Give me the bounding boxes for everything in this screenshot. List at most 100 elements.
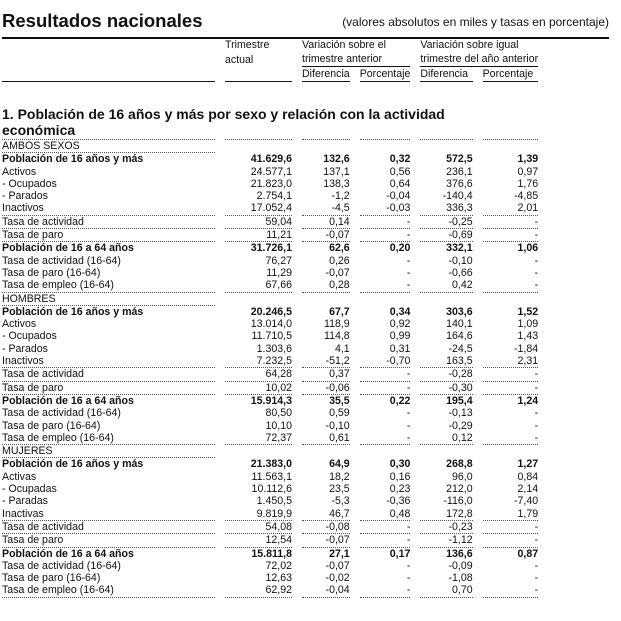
col-prev-year-line2: trimestre del año anterior [420, 53, 539, 67]
cell-value: -0,07 [325, 266, 350, 279]
cell-value: 0,61 [302, 432, 350, 446]
cell-value: -0,07 [325, 559, 350, 572]
cell-value: 164,6 [446, 330, 473, 343]
cell-value: 332,1 [446, 242, 473, 255]
row-label: - Paradas [2, 495, 48, 508]
cell-value: -0,13 [448, 407, 473, 420]
cell-value: -0,23 [420, 521, 473, 535]
cell-value: - [359, 521, 411, 535]
row-label: Población de 16 a 64 años [2, 547, 134, 560]
group-header: MUJERES [2, 445, 538, 459]
row-label: Tasa de actividad [2, 368, 215, 382]
cell-value: 140,1 [446, 318, 473, 331]
cell-value: 64,9 [329, 458, 350, 471]
table-row: Tasa de paro 12,54 -0,07- -1,12- [2, 534, 539, 548]
cell-value: - [482, 521, 539, 535]
cell-value: -0,07 [302, 229, 350, 243]
cell-value: 41.629,6 [250, 153, 292, 166]
cell-value: 336,3 [420, 202, 473, 216]
row-label: Tasa de paro (16-64) [2, 572, 101, 585]
table-row: Tasa de actividad 64,28 0,37- -0,28- [2, 368, 539, 382]
cell-value: 0,87 [517, 547, 539, 560]
cell-value: - [359, 368, 411, 382]
cell-value: 0,92 [389, 318, 411, 331]
cell-value: 21.383,0 [250, 458, 292, 471]
row-label: Población de 16 a 64 años [2, 394, 134, 407]
cell-value: - [406, 266, 411, 279]
cell-value: - [534, 419, 539, 432]
cell-value: 1,43 [517, 330, 539, 343]
cell-value: 0,30 [389, 458, 411, 471]
cell-value: -24,5 [448, 342, 473, 355]
cell-value: 0,37 [302, 368, 350, 382]
cell-value: -0,29 [448, 419, 473, 432]
row-label: Activas [2, 470, 37, 483]
cell-value: -0,30 [420, 382, 473, 395]
cell-value: 0,32 [389, 153, 411, 166]
cell-value: 96,0 [451, 470, 473, 483]
cell-value: 0,12 [420, 432, 473, 446]
table-row: Activas 11.563,1 18,2 0,16 96,0 0,84 [2, 471, 538, 483]
cell-value: -0,03 [359, 202, 411, 216]
cell-value: 67,66 [225, 279, 292, 293]
cell-value: - [406, 419, 411, 432]
cell-value: 1,79 [482, 508, 539, 521]
cell-value: - [406, 254, 411, 267]
cell-value: - [359, 534, 411, 548]
table-row: Población de 16 a 64 años 31.726,1 62,6 0,2… [2, 242, 538, 254]
cell-value: 2,01 [482, 202, 539, 216]
cell-value: 2,14 [517, 483, 539, 496]
cell-value: - [359, 382, 411, 395]
row-label: Tasa de empleo (16-64) [2, 432, 215, 446]
cell-value: -0,04 [386, 190, 411, 203]
cell-value: 46,7 [302, 508, 350, 521]
cell-value: - [359, 229, 411, 243]
cell-value: - [482, 216, 539, 230]
row-label: Tasa de paro (16-64) [2, 419, 101, 432]
table-row: - Parados 1.303,6 4,1 0,31 -24,5 -1,84 [2, 343, 538, 355]
cell-value: -0,06 [302, 382, 350, 395]
cell-value: - [359, 432, 411, 446]
units-note: (valores absolutos en miles y tasas en p… [342, 15, 609, 29]
cell-value: 12,54 [225, 534, 292, 548]
cell-value: -0,02 [325, 572, 350, 585]
table-row: Tasa de empleo (16-64) 67,66 0,28-0,42- [2, 279, 539, 293]
cell-value: - [534, 266, 539, 279]
cell-value: - [534, 407, 539, 420]
cell-value: 2.754,1 [256, 190, 292, 203]
cell-value: - [359, 279, 411, 293]
cell-value: -4,85 [513, 190, 539, 203]
cell-value: 0,59 [329, 407, 350, 420]
table-row: Tasa de actividad (16-64) 76,27 0,26 - -0,10… [2, 255, 538, 267]
table-row: Población de 16 años y más 20.246,5 67,7 0,… [2, 306, 538, 318]
cell-value: 0,70 [420, 584, 473, 598]
table-row: - Parados 2.754,1 -1,2 -0,04 -140,4 -4,85 [2, 190, 538, 202]
col-year-pct: Porcentaje [482, 67, 539, 82]
cell-value: 35,5 [329, 394, 350, 407]
cell-value: 54,08 [225, 521, 292, 535]
cell-value: 10,02 [225, 382, 292, 395]
cell-value: -0,10 [325, 419, 350, 432]
cell-value: 0,31 [389, 342, 411, 355]
cell-value: 0,84 [517, 470, 539, 483]
cell-value: 268,8 [446, 458, 473, 471]
table-row: - Ocupados 11.710,5 114,8 0,99 164,6 1,43 [2, 330, 538, 342]
row-label: Tasa de paro [2, 382, 215, 395]
cell-value: 0,42 [420, 279, 473, 293]
cell-value: 1.450,5 [256, 495, 292, 508]
cell-value: 23,5 [329, 483, 350, 496]
cell-value: 1,27 [517, 458, 539, 471]
section-title-row: 1. Población de 16 años y más por sexo y… [2, 106, 538, 138]
row-label: Tasa de actividad [2, 521, 215, 535]
table-row: Tasa de paro (16-64) 12,63 -0,02 - -1,08 - [2, 572, 538, 584]
cell-value: 21.823,0 [250, 177, 292, 190]
cell-value: 0,34 [389, 305, 411, 318]
cell-value: 72,37 [225, 432, 292, 446]
page-title: Resultados nacionales [2, 10, 203, 31]
col-prev-year-line1: Variación sobre igual [420, 39, 519, 51]
cell-value: 0,56 [389, 165, 411, 178]
cell-value: 1,24 [517, 394, 539, 407]
row-label: Activos [2, 318, 37, 331]
cell-value: 376,6 [446, 177, 473, 190]
cell-value: -0,25 [420, 216, 473, 230]
